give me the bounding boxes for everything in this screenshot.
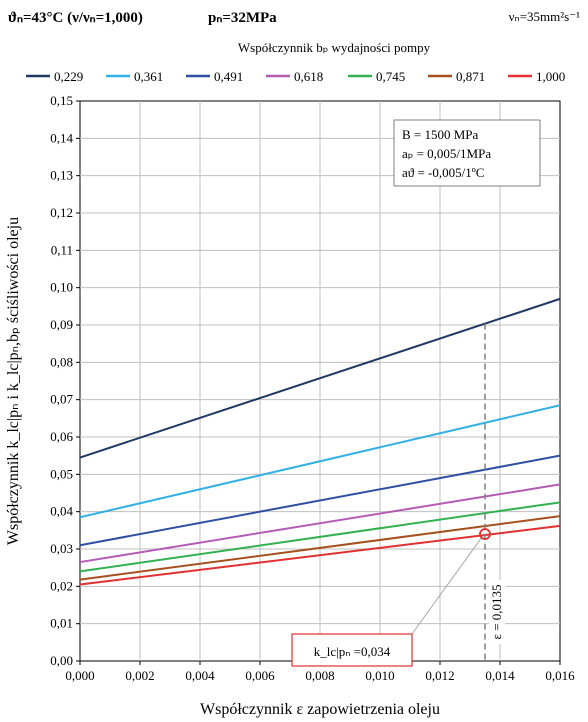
x-tick-label: 0,016: [545, 668, 575, 683]
x-tick-label: 0,010: [365, 668, 394, 683]
y-axis-ticks: 0,00 0,01 0,02 0,03 0,04 0,05 0,06 0,07 0,08 0,09…: [50, 93, 80, 668]
marker-point: [479, 528, 491, 540]
x-tick-label: 0,014: [485, 668, 515, 683]
callout-text: k_lc|pₙ =0,034: [314, 644, 391, 659]
y-tick-label: 0,13: [50, 168, 73, 183]
y-tick-label: 0,02: [50, 578, 73, 593]
series-line-0-871: [79, 515, 561, 581]
legend-label: 0,618: [294, 69, 323, 84]
param-at: aϑ = -0,005/1ºC: [402, 165, 484, 180]
series-line-0-618: [79, 483, 561, 564]
y-tick-label: 0,14: [50, 130, 73, 145]
title-temperature: ϑₙ=43°C (ν/νₙ=1,000): [8, 10, 143, 26]
series-line-0-361: [79, 404, 561, 519]
y-tick-label: 0,08: [50, 354, 73, 369]
legend-title: Współczynnik bₚ wydajności pompy: [238, 40, 431, 55]
x-tick-label: 0,006: [245, 668, 275, 683]
callout-box: [291, 633, 413, 667]
x-tick-label: 0,008: [305, 668, 334, 683]
title-viscosity: νₙ=35mm²s⁻¹: [509, 9, 580, 24]
y-tick-label: 0,00: [50, 653, 73, 668]
y-tick-label: 0,12: [50, 205, 73, 220]
y-tick-label: 0,15: [50, 93, 73, 108]
y-tick-label: 0,05: [50, 466, 73, 481]
legend-label: 0,361: [134, 69, 163, 84]
params-box: B = 1500 MPa aₚ = 0,005/1MPa aϑ = -0,005…: [393, 119, 541, 187]
x-tick-label: 0,000: [65, 668, 94, 683]
series-line-0-745: [79, 501, 561, 573]
param-b: B = 1500 MPa: [402, 127, 479, 142]
series-line-0-491: [79, 454, 561, 547]
y-tick-label: 0,01: [50, 616, 73, 631]
x-tick-label: 0,002: [125, 668, 154, 683]
x-tick-label: 0,012: [425, 668, 454, 683]
y-tick-label: 0,06: [50, 429, 73, 444]
vline-label: ε = 0,0135: [489, 584, 504, 639]
legend: 0,229 0,361 0,491 0,618 0,745 0,871 1,000: [26, 69, 565, 84]
annotations: k_lc|pₙ =0,034 ε = 0,0135: [291, 323, 505, 667]
legend-label: 0,229: [54, 69, 83, 84]
param-ap: aₚ = 0,005/1MPa: [402, 146, 491, 161]
title-pressure: pₙ=32MPa: [208, 10, 277, 26]
vline-label-bg: [489, 580, 505, 644]
y-tick-label: 0,09: [50, 317, 73, 332]
y-tick-label: 0,10: [50, 280, 73, 295]
x-tick-label: 0,004: [185, 668, 215, 683]
x-axis-title: Współczynnik ε zapowietrzenia oleju: [200, 701, 440, 718]
legend-label: 0,491: [214, 69, 243, 84]
legend-label: 0,871: [456, 69, 485, 84]
grid: [80, 101, 560, 661]
y-tick-label: 0,07: [50, 392, 73, 407]
legend-label: 1,000: [536, 69, 565, 84]
callout-leader: [411, 536, 483, 635]
x-axis-ticks: 0,000 0,002 0,004 0,006 0,008 0,010 0,012 0,014…: [65, 661, 575, 683]
series-line-0-229: [79, 297, 561, 459]
y-tick-label: 0,04: [50, 504, 73, 519]
y-tick-label: 0,11: [51, 242, 73, 257]
y-axis-title: Współczynnik k_lc|pₙ i k_lc|pₙ,bₚ ściśli…: [5, 217, 22, 545]
legend-label: 0,745: [376, 69, 405, 84]
y-tick-label: 0,03: [50, 541, 73, 556]
